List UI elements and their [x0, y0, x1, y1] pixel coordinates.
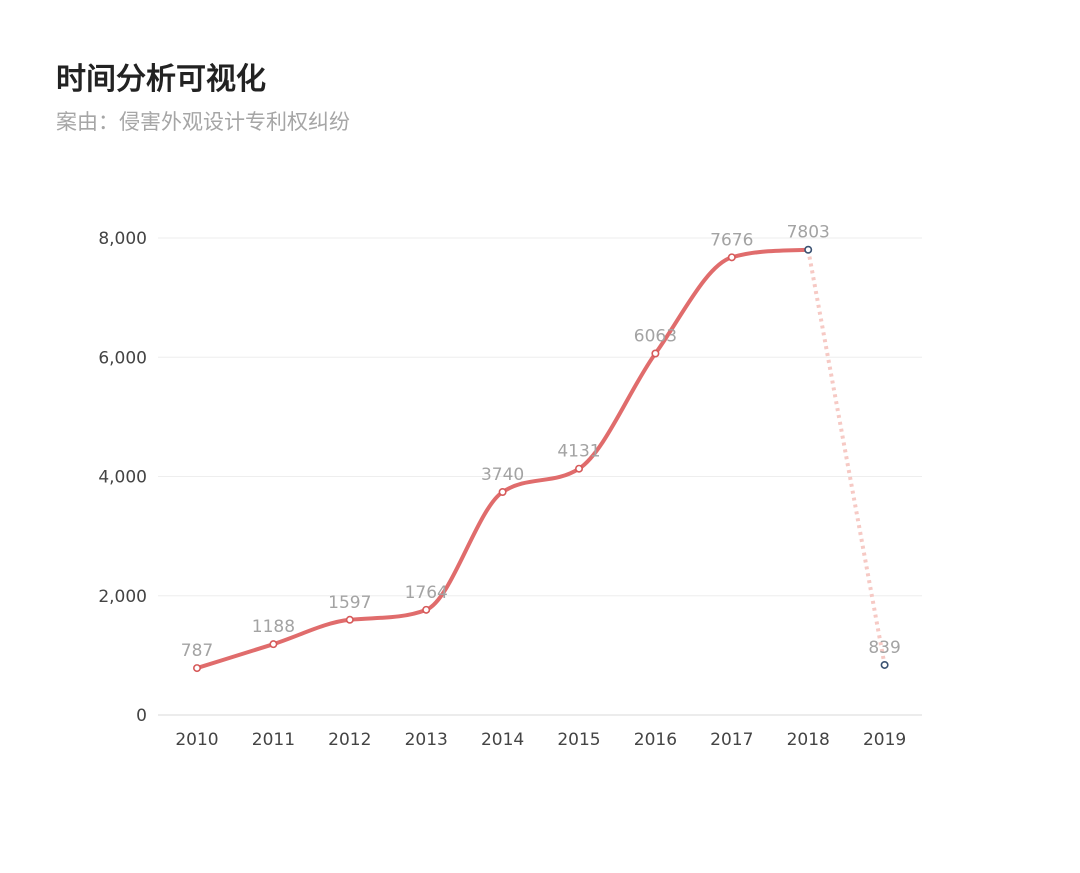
- data-label: 6063: [634, 326, 677, 346]
- axes: 0 2,000 4,000 6,000 8,000 2010 2011 2012 2013 201…: [98, 229, 906, 750]
- series: [195, 247, 887, 671]
- x-tick-label: 2012: [328, 730, 371, 750]
- series-line-dotted: [806, 249, 887, 666]
- data-point[interactable]: [727, 253, 736, 262]
- x-tick-label: 2019: [863, 730, 906, 750]
- data-label: 7803: [787, 223, 830, 243]
- data-label: 839: [868, 638, 900, 658]
- data-point[interactable]: [880, 660, 889, 669]
- chart-title: 时间分析可视化: [56, 62, 266, 97]
- y-tick-label: 2,000: [98, 587, 147, 607]
- data-point[interactable]: [804, 245, 813, 254]
- grid-lines: [158, 237, 922, 716]
- data-point[interactable]: [345, 615, 354, 624]
- x-tick-label: 2011: [252, 730, 295, 750]
- data-point[interactable]: [422, 605, 431, 614]
- chart-subtitle: 案由：侵害外观设计专利权纠纷: [56, 110, 350, 134]
- x-tick-label: 2013: [405, 730, 448, 750]
- y-tick-label: 8,000: [98, 229, 147, 249]
- data-point[interactable]: [498, 488, 507, 497]
- data-point[interactable]: [651, 349, 660, 358]
- data-point[interactable]: [574, 464, 583, 473]
- data-label: 787: [181, 641, 213, 661]
- data-label: 1764: [405, 583, 448, 603]
- x-tick-label: 2018: [787, 730, 830, 750]
- data-point[interactable]: [269, 640, 278, 649]
- x-tick-label: 2015: [557, 730, 600, 750]
- x-tick-label: 2010: [175, 730, 218, 750]
- data-label: 1597: [328, 593, 371, 613]
- series-line-solid: [195, 247, 811, 671]
- data-label: 4131: [557, 442, 600, 462]
- x-tick-label: 2014: [481, 730, 524, 750]
- y-tick-label: 4,000: [98, 468, 147, 488]
- y-tick-label: 6,000: [98, 348, 147, 368]
- x-tick-label: 2017: [710, 730, 753, 750]
- data-label: 1188: [252, 617, 295, 637]
- data-points: [193, 245, 889, 673]
- data-labels: 787 1188 1597 1764 3740 4131 6063 7676 7803 839: [181, 223, 901, 661]
- data-label: 3740: [481, 465, 524, 485]
- data-label: 7676: [710, 230, 753, 250]
- y-tick-label: 0: [136, 706, 147, 726]
- data-point[interactable]: [193, 664, 202, 673]
- x-tick-label: 2016: [634, 730, 677, 750]
